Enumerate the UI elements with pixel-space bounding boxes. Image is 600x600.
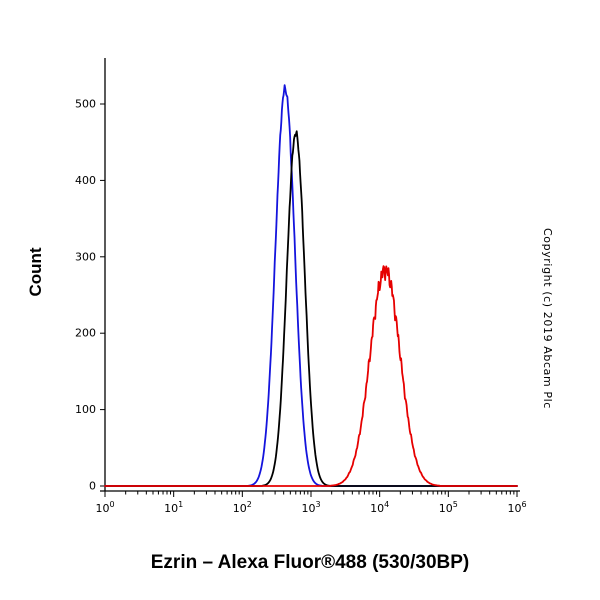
x-tick-label: 104 [370, 500, 389, 515]
x-tick-label: 103 [301, 500, 320, 515]
chart-title: Ezrin – Alexa Fluor®488 (530/30BP) [150, 552, 470, 573]
x-tick-label: 106 [507, 500, 526, 515]
y-axis-label: Count [26, 247, 45, 297]
x-axis-ticks [104, 491, 518, 497]
curve-blue-curve [104, 84, 518, 487]
x-axis-tick-labels: 100 101 102 103 104 105 106 [95, 500, 526, 515]
y-tick-label: 500 [75, 98, 96, 111]
x-tick-label: 105 [439, 500, 458, 515]
curve-red-curve [104, 265, 518, 487]
histogram-curves [104, 84, 518, 487]
copyright-text: Copyright (c) 2019 Abcam Plc [541, 228, 554, 409]
y-tick-label: 0 [89, 480, 96, 493]
y-axis-tick-labels: 0 100 200 300 400 500 [75, 98, 96, 493]
axes [100, 58, 520, 492]
x-tick-label: 101 [164, 500, 183, 515]
x-tick-label: 100 [95, 500, 114, 515]
y-tick-label: 400 [75, 174, 96, 187]
y-tick-label: 100 [75, 403, 96, 416]
curve-black-curve [104, 130, 518, 487]
y-tick-label: 200 [75, 327, 96, 340]
y-axis-ticks [100, 103, 105, 487]
y-tick-label: 300 [75, 250, 96, 263]
x-tick-label: 102 [233, 500, 252, 515]
